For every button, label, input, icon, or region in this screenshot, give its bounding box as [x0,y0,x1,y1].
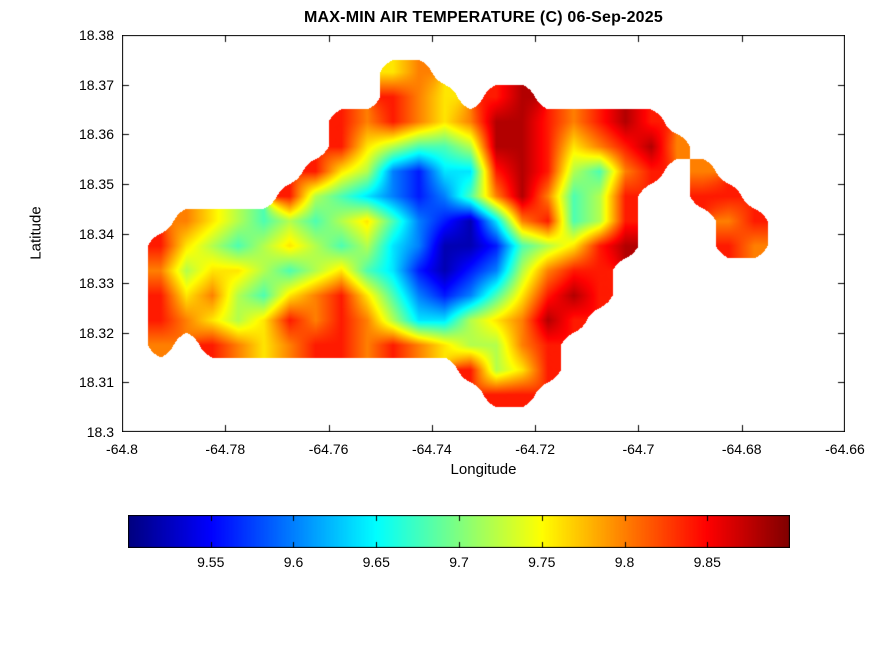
colorbar [128,515,790,548]
colorbar-tick-label: 9.8 [614,554,635,570]
y-tick-label: 18.37 [78,76,114,93]
y-tick-label: 18.38 [78,27,114,43]
y-tick-label: 18.35 [78,175,114,192]
colorbar-tick-label: 9.65 [362,554,390,570]
x-tick-label: -64.72 [515,441,555,457]
x-tick-label: -64.74 [411,441,452,457]
y-tick-label: 18.31 [78,374,114,391]
x-tick-label: -64.68 [721,441,762,457]
x-tick-label: -64.78 [205,441,246,457]
x-tick-label: -64.8 [106,441,138,457]
colorbar-tick-label: 9.7 [449,554,469,570]
x-tick-label: -64.66 [825,441,865,457]
y-tick-label: 18.32 [78,324,114,341]
colorbar-canvas [128,515,790,548]
colorbar-tick-label: 9.85 [693,554,721,570]
plot-area [122,35,845,432]
colorbar-tick-label: 9.55 [197,554,225,570]
y-tick-label: 18.33 [78,275,114,292]
y-tick-label: 18.36 [78,126,114,143]
chart-title: MAX-MIN AIR TEMPERATURE (C) 06-Sep-2025 [304,9,663,26]
colorbar-tick-label: 9.6 [283,554,304,570]
heatmap-canvas [122,35,845,432]
x-axis-label: Longitude [450,461,517,478]
x-tick-label: -64.76 [308,441,349,457]
y-tick-label: 18.34 [78,225,114,242]
x-tick-label: -64.7 [622,441,655,457]
y-tick-label: 18.3 [86,424,114,440]
colorbar-tick-label: 9.75 [528,554,556,570]
